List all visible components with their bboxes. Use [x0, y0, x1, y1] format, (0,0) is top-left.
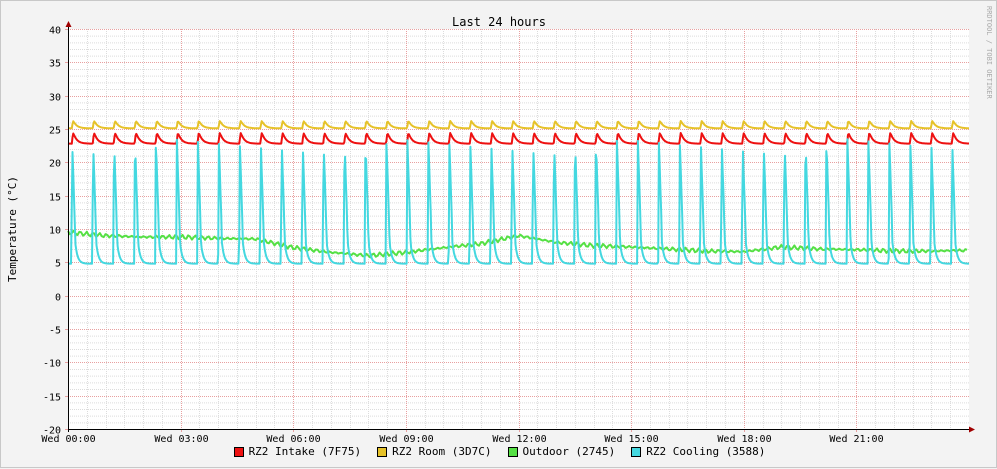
legend-label: RZ2 Intake (7F75): [248, 445, 362, 458]
grid: [68, 29, 969, 430]
y-tick-label: 0: [55, 293, 61, 304]
legend-swatch: [233, 446, 244, 457]
legend-item-1: RZ2 Intake (7F75): [233, 445, 362, 458]
y-tick-label: 15: [49, 193, 61, 204]
x-tick-label: Wed 06:00: [266, 434, 320, 445]
series-layer: [67, 120, 970, 265]
series-line-2: [67, 120, 970, 130]
legend-label: Outdoor (2745): [522, 445, 616, 458]
x-tick-label: Wed 12:00: [492, 434, 546, 445]
y-tick-label: 30: [49, 93, 61, 104]
y-tick-label: 20: [49, 159, 61, 170]
y-tick-label: -20: [43, 426, 61, 437]
y-tick-label: -10: [43, 359, 61, 370]
legend-label: RZ2 Cooling (3588): [646, 445, 766, 458]
legend-swatch: [377, 446, 388, 457]
x-tick-label: Wed 00:00: [41, 434, 95, 445]
y-tick-label: 40: [49, 26, 61, 37]
legend-label: RZ2 Room (3D7C): [392, 445, 492, 458]
legend-item-3: Outdoor (2745): [507, 445, 616, 458]
legend-swatch: [507, 446, 518, 457]
legend-item-2: RZ2 Room (3D7C): [377, 445, 492, 458]
y-axis-arrow: [65, 21, 72, 27]
y-tick-label: 10: [49, 226, 61, 237]
y-tick-label: -5: [49, 326, 61, 337]
legend-swatch: [631, 446, 642, 457]
y-tick-label: 5: [55, 259, 61, 270]
series-line-4: [67, 138, 970, 265]
x-tick-label: Wed 03:00: [154, 434, 208, 445]
x-tick-label: Wed 18:00: [717, 434, 771, 445]
x-tick-label: Wed 09:00: [379, 434, 433, 445]
x-tick-label: Wed 15:00: [604, 434, 658, 445]
legend: RZ2 Intake (7F75) RZ2 Room (3D7C) Outdoor …: [1, 445, 997, 458]
legend-item-4: RZ2 Cooling (3588): [631, 445, 765, 458]
y-tick-label: 35: [49, 59, 61, 70]
y-tick-label: -15: [43, 393, 61, 404]
watermark: RRDTOOL / TOBI OETIKER: [985, 6, 993, 100]
y-axis-label: Temperature (°C): [6, 176, 19, 282]
x-axis-arrow: [969, 426, 975, 433]
x-tick-label: Wed 21:00: [829, 434, 883, 445]
chart-title: Last 24 hours: [452, 15, 546, 29]
y-tick-label: 25: [49, 126, 61, 137]
